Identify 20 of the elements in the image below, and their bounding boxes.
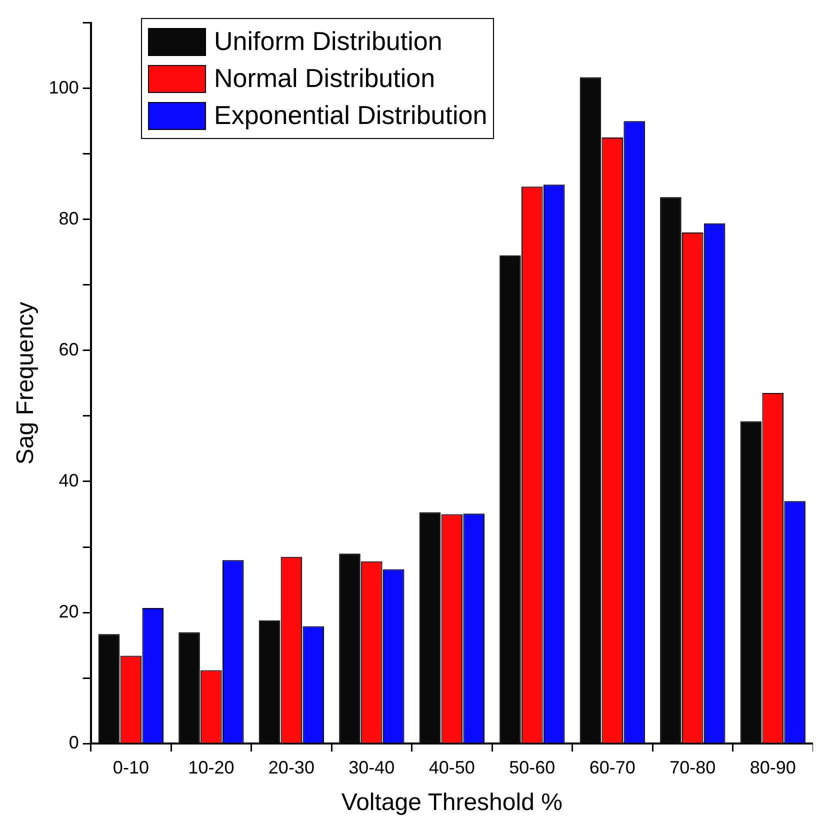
y-tick-label: 80 — [58, 208, 79, 228]
x-tick-label: 40-50 — [428, 757, 475, 778]
y-tick-label: 20 — [58, 602, 79, 622]
x-tick-label: 60-70 — [589, 757, 636, 778]
y-tick-label: 60 — [58, 339, 79, 360]
x-tick-label: 10-20 — [188, 757, 234, 778]
y-axis-title: Sag Frequency — [12, 302, 40, 465]
x-tick-label: 20-30 — [268, 757, 314, 778]
x-tick-label: 80-90 — [750, 757, 796, 778]
x-tick-label: 30-40 — [348, 757, 395, 778]
legend-label: Uniform Distribution — [214, 26, 442, 57]
x-axis-title: Voltage Threshold % — [341, 789, 562, 816]
y-tick-label: 0 — [68, 732, 79, 753]
x-tick-label: 50-60 — [509, 757, 556, 778]
y-tick-label: 100 — [48, 77, 79, 98]
legend-label: Normal Distribution — [214, 63, 436, 94]
x-tick-label: 70-80 — [670, 757, 716, 778]
x-tick-label: 0-10 — [112, 757, 149, 778]
y-tick-label: 40 — [58, 470, 79, 490]
legend-label: Exponential Distribution — [214, 100, 488, 131]
